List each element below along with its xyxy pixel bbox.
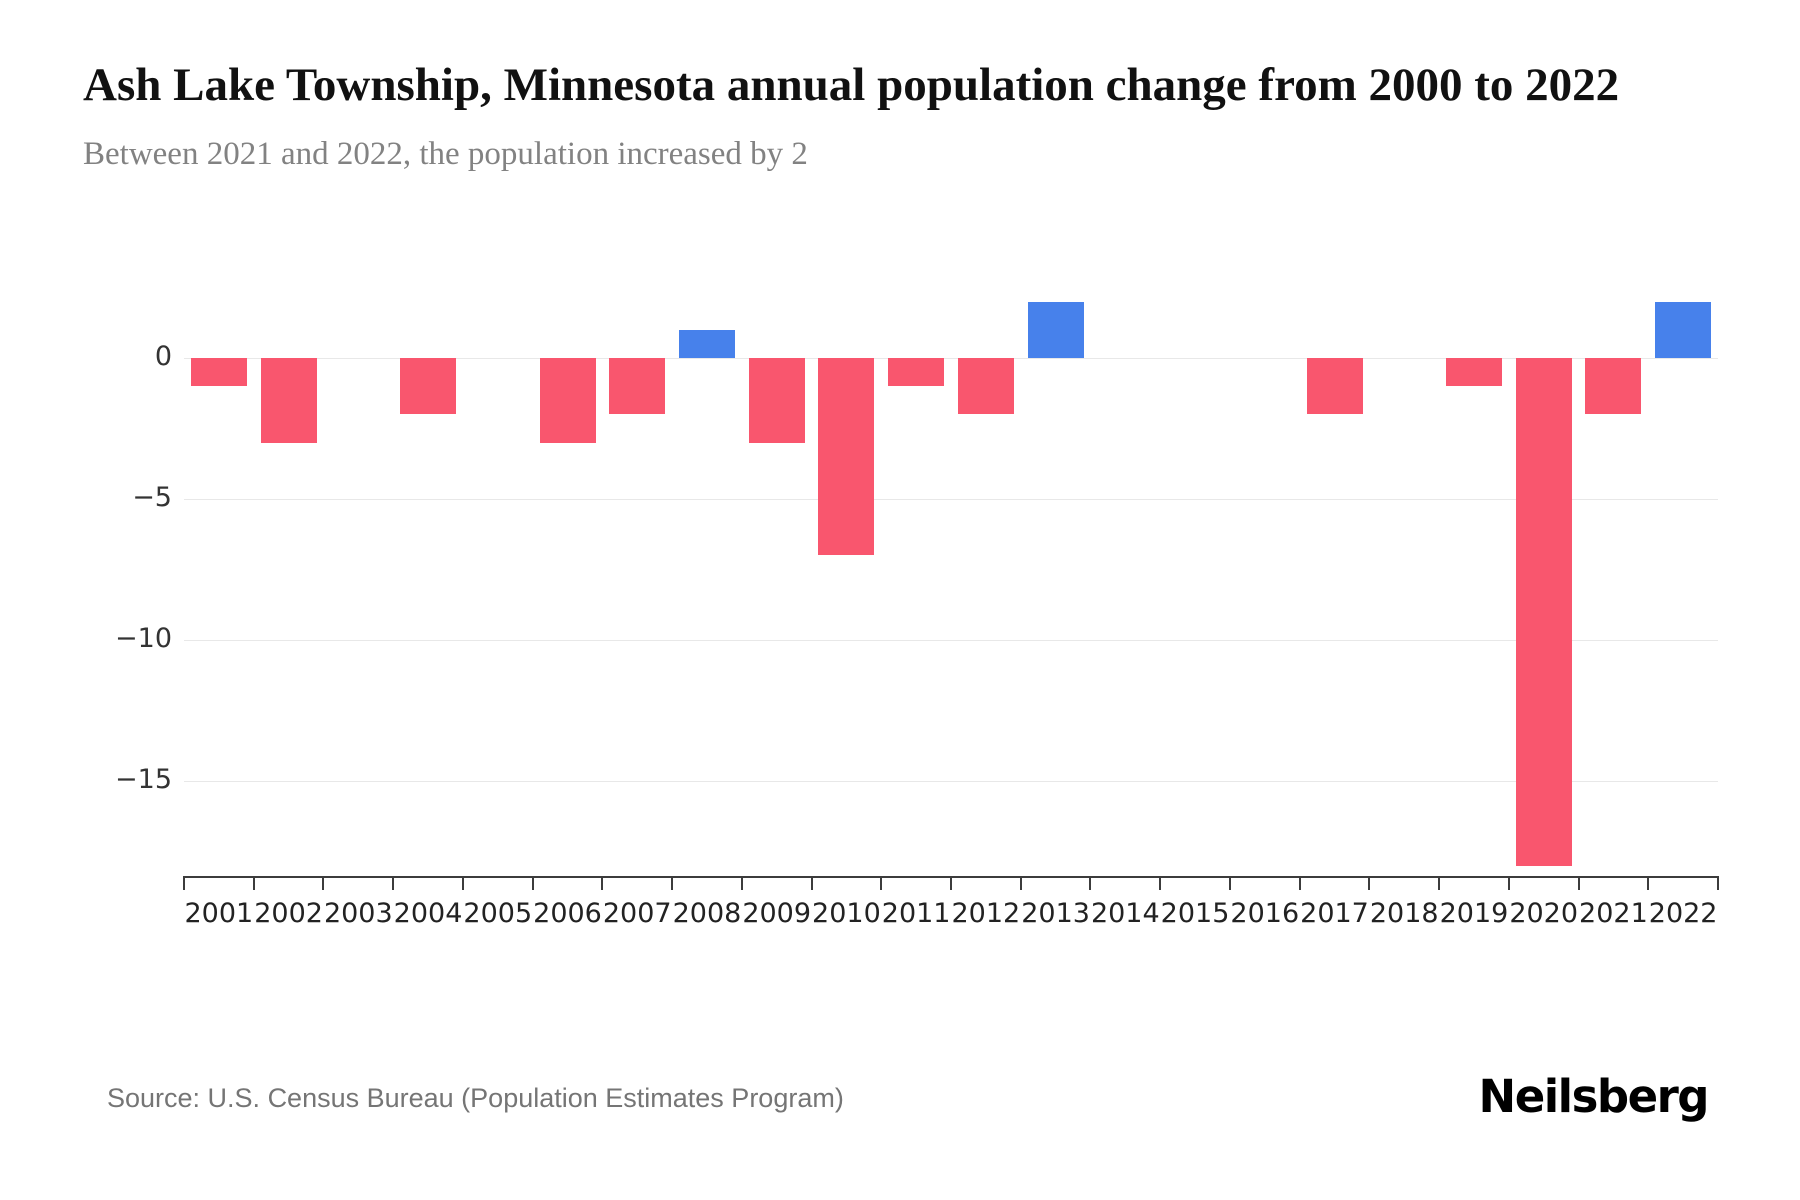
gridline-0 bbox=[184, 358, 1718, 359]
x-axis-label-2002: 2002 bbox=[254, 898, 323, 929]
y-axis-label--5: −5 bbox=[132, 482, 172, 513]
neilsberg-logo: Neilsberg bbox=[1478, 1070, 1710, 1123]
bar-2001[interactable] bbox=[190, 358, 247, 387]
x-axis-tick bbox=[1577, 876, 1580, 890]
x-axis-label-2017: 2017 bbox=[1300, 898, 1369, 929]
chart-subtitle: Between 2021 and 2022, the population in… bbox=[83, 136, 808, 172]
bar-2010[interactable] bbox=[818, 358, 875, 556]
x-axis-tick bbox=[880, 876, 883, 890]
bar-2007[interactable] bbox=[609, 358, 666, 415]
x-axis-tick bbox=[1298, 876, 1301, 890]
x-axis-tick bbox=[1438, 876, 1441, 890]
x-axis-tick bbox=[461, 876, 464, 890]
gridline--5 bbox=[184, 499, 1718, 500]
bar-2017[interactable] bbox=[1306, 358, 1363, 415]
x-axis-tick bbox=[1368, 876, 1371, 890]
x-axis-tick bbox=[1228, 876, 1231, 890]
x-axis-tick bbox=[810, 876, 813, 890]
bar-2002[interactable] bbox=[260, 358, 317, 443]
chart-title: Ash Lake Township, Minnesota annual popu… bbox=[83, 59, 1620, 111]
x-axis-label-2022: 2022 bbox=[1648, 898, 1718, 929]
x-axis-label-2010: 2010 bbox=[812, 898, 881, 929]
x-axis-label-2008: 2008 bbox=[672, 898, 742, 929]
x-axis-tick bbox=[183, 876, 185, 890]
x-axis-label-2006: 2006 bbox=[533, 898, 602, 929]
x-axis-tick bbox=[601, 876, 604, 890]
x-axis-label-2004: 2004 bbox=[393, 898, 463, 929]
y-axis-label--15: −15 bbox=[115, 764, 172, 795]
y-axis-label-0: 0 bbox=[154, 341, 172, 372]
x-axis-tick bbox=[1019, 876, 1022, 890]
bar-2019[interactable] bbox=[1445, 358, 1502, 387]
x-axis-tick bbox=[1159, 876, 1162, 890]
x-axis-tick bbox=[392, 876, 395, 890]
x-axis-label-2007: 2007 bbox=[602, 898, 672, 929]
gridline--10 bbox=[184, 640, 1718, 641]
x-axis-tick bbox=[1717, 876, 1719, 890]
bar-2020[interactable] bbox=[1515, 358, 1572, 866]
x-axis-tick bbox=[950, 876, 952, 890]
x-axis-label-2014: 2014 bbox=[1090, 898, 1160, 929]
x-axis-tick bbox=[1089, 876, 1092, 890]
x-axis-tick bbox=[740, 876, 743, 890]
bar-2009[interactable] bbox=[748, 358, 805, 443]
bar-chart: 0 −5 −10 −15 2001 2002 2003 2004 2005 2006 2007 200… bbox=[0, 188, 1800, 978]
x-axis-label-2019: 2019 bbox=[1439, 898, 1509, 929]
x-axis-tick bbox=[1647, 876, 1650, 890]
x-axis-label-2020: 2020 bbox=[1509, 898, 1579, 929]
x-axis-label-2005: 2005 bbox=[463, 898, 533, 929]
source-text: Source: U.S. Census Bureau (Population E… bbox=[107, 1083, 844, 1113]
bar-2004[interactable] bbox=[400, 358, 457, 415]
x-axis-tick bbox=[671, 876, 674, 890]
x-axis-tick bbox=[322, 876, 325, 890]
x-axis-label-2016: 2016 bbox=[1230, 898, 1300, 929]
x-axis-label-2003: 2003 bbox=[323, 898, 393, 929]
x-axis-label-2009: 2009 bbox=[742, 898, 812, 929]
x-axis-label-2015: 2015 bbox=[1160, 898, 1230, 929]
bar-2012[interactable] bbox=[957, 358, 1014, 415]
x-axis-tick bbox=[1507, 876, 1510, 890]
gridline--15 bbox=[184, 781, 1718, 782]
x-axis-label-2021: 2021 bbox=[1579, 898, 1648, 929]
bar-2008[interactable] bbox=[678, 329, 735, 358]
y-axis-label--10: −10 bbox=[115, 623, 172, 654]
bar-2022[interactable] bbox=[1655, 301, 1712, 358]
x-axis-tick bbox=[531, 876, 534, 890]
bar-2021[interactable] bbox=[1585, 358, 1642, 415]
x-axis-label-2018: 2018 bbox=[1369, 898, 1439, 929]
bar-2013[interactable] bbox=[1027, 301, 1084, 358]
bar-2006[interactable] bbox=[539, 358, 596, 443]
x-axis-tick bbox=[252, 876, 255, 890]
x-axis-label-2012: 2012 bbox=[951, 898, 1021, 929]
x-axis-label-2011: 2011 bbox=[881, 898, 951, 929]
x-axis-label-2001: 2001 bbox=[184, 898, 254, 929]
x-axis-label-2013: 2013 bbox=[1021, 898, 1090, 929]
bar-2011[interactable] bbox=[888, 358, 945, 387]
